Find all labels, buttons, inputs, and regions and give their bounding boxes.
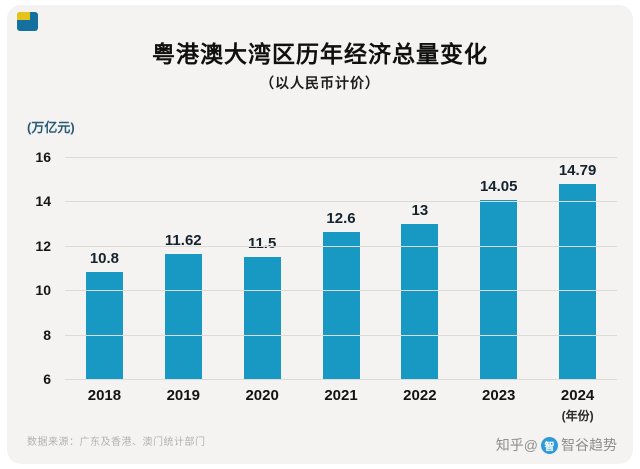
bar-column: 13 bbox=[380, 157, 459, 379]
year-label: 2021 bbox=[324, 387, 358, 404]
bar-column: 14.05 bbox=[459, 157, 538, 379]
gridline bbox=[65, 379, 617, 380]
watermark: 知乎@ 智 智谷趋势 bbox=[496, 435, 617, 455]
bar-column: 12.6 bbox=[302, 157, 381, 379]
x-axis-labels: 2018 2019 2020 2021 2022 2023 2024 (年份) bbox=[65, 387, 617, 424]
year-label: 2022 bbox=[403, 387, 437, 404]
bar-value-label: 13 bbox=[411, 201, 429, 219]
y-axis-tick-label: 12 bbox=[35, 237, 51, 254]
year-label: 2024 bbox=[560, 387, 595, 404]
year-label: 2019 bbox=[166, 387, 200, 404]
y-axis: 16 14 12 10 8 6 bbox=[19, 149, 55, 387]
bar bbox=[480, 200, 518, 379]
bar-column: 10.8 bbox=[65, 157, 144, 379]
gridline bbox=[65, 157, 617, 158]
bar bbox=[322, 232, 360, 379]
x-axis-cell: 2020 bbox=[223, 387, 302, 424]
bar-value-label: 14.05 bbox=[479, 178, 518, 196]
gridline bbox=[65, 201, 617, 203]
bar bbox=[164, 254, 202, 379]
gridline bbox=[65, 290, 617, 292]
year-label: 2020 bbox=[245, 387, 279, 404]
bar bbox=[243, 256, 281, 379]
bar-value-label: 11.5 bbox=[247, 234, 277, 252]
bar bbox=[559, 183, 597, 379]
bars: 10.8 11.62 11.5 12.6 13 14.05 14.79 bbox=[65, 157, 617, 379]
y-axis-tick-label: 16 bbox=[35, 149, 51, 165]
y-axis-tick-label: 14 bbox=[35, 193, 51, 210]
y-axis-tick-label: 10 bbox=[35, 282, 51, 299]
gridline bbox=[65, 334, 617, 336]
x-axis-cell: 2023 bbox=[459, 387, 538, 424]
y-axis-unit-label: (万亿元) bbox=[27, 120, 75, 135]
watermark-text-left: 知乎@ bbox=[495, 437, 538, 453]
x-axis-cell: 2022 bbox=[380, 387, 459, 424]
x-axis-cell: 2024 (年份) bbox=[538, 387, 617, 424]
y-axis-tick-label: 8 bbox=[43, 326, 51, 343]
data-source-note: 数据来源：广东及香港、澳门统计部门 bbox=[27, 437, 206, 448]
plot-area: 10.8 11.62 11.5 12.6 13 14.05 14.79 bbox=[65, 157, 617, 380]
bar-value-label: 14.79 bbox=[558, 161, 597, 179]
corner-logo-yellow-block bbox=[17, 12, 30, 20]
y-axis-tick-label: 6 bbox=[43, 371, 51, 387]
bar-column: 11.5 bbox=[223, 157, 302, 379]
watermark-text-right: 智谷趋势 bbox=[561, 437, 617, 453]
x-axis-cell: 2018 bbox=[65, 387, 144, 424]
gridline bbox=[65, 245, 617, 247]
bar-value-label: 12.6 bbox=[326, 210, 356, 228]
chart-panel: 粤港澳大湾区历年经济总量变化 （以人民币计价） (万亿元) 16 14 12 10 8 6… bbox=[7, 5, 633, 464]
x-axis-unit-label: (年份) bbox=[561, 409, 594, 423]
bar-value-label: 10.8 bbox=[89, 250, 120, 268]
year-label: 2018 bbox=[87, 387, 122, 404]
bar-column: 14.79 bbox=[538, 157, 617, 379]
bar-column: 11.62 bbox=[144, 157, 223, 379]
year-label: 2023 bbox=[482, 387, 516, 404]
chart-subtitle: （以人民币计价） bbox=[260, 75, 380, 91]
bar-value-label: 11.62 bbox=[164, 232, 202, 250]
x-axis-cell: 2021 bbox=[302, 387, 381, 424]
bar bbox=[85, 272, 123, 379]
watermark-logo-icon: 智 bbox=[541, 436, 558, 454]
chart-title: 粤港澳大湾区历年经济总量变化 bbox=[152, 41, 488, 67]
x-axis-cell: 2019 bbox=[144, 387, 223, 424]
corner-logo bbox=[17, 12, 38, 31]
bar bbox=[401, 223, 439, 379]
